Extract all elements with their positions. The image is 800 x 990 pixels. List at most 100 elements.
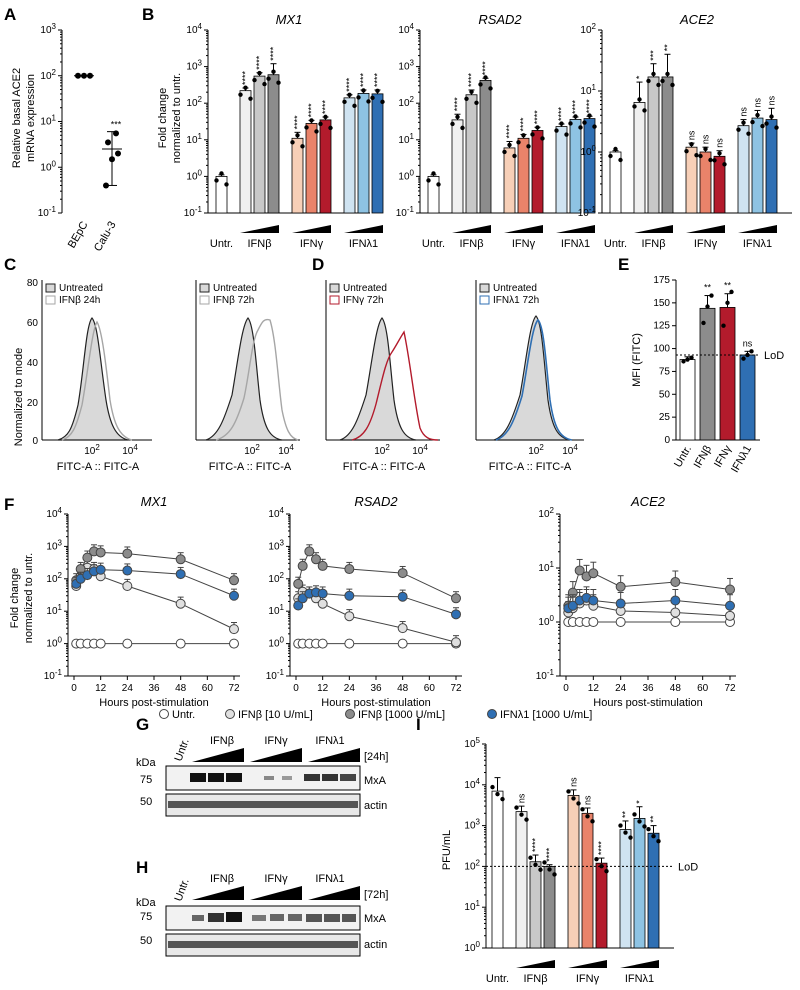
- point: [774, 125, 779, 130]
- svg-text:104: 104: [122, 443, 138, 457]
- svg-text:75: 75: [140, 774, 152, 786]
- point: [656, 839, 661, 844]
- point: [366, 99, 371, 104]
- significance-label: ****: [531, 838, 541, 853]
- x-tick-label: 72: [450, 683, 462, 694]
- point: [623, 830, 628, 835]
- chart-B2: 10-1 100 101 102 103 104 RSAD2 Untr. **** **** ***…: [396, 12, 597, 250]
- point: [528, 855, 533, 860]
- dose-wedge: [556, 225, 595, 233]
- point: [587, 113, 592, 118]
- significance-label: **: [724, 281, 732, 291]
- point: [637, 819, 642, 824]
- x-category-label: IFNλ1: [729, 444, 754, 475]
- dose-wedge: [516, 960, 555, 968]
- x-category-label: IFNβ: [247, 238, 271, 250]
- point: [689, 141, 694, 147]
- svg-text:IFNλ1 72h: IFNλ1 72h: [493, 295, 539, 306]
- bar: [465, 94, 478, 214]
- y-tick-label: 105: [464, 736, 480, 750]
- y-tick-label: 104: [186, 22, 202, 36]
- bar: [357, 93, 370, 214]
- x-tick-label: 12: [588, 683, 600, 694]
- histogram-C2: Untreated IFNβ 72h 102 104 FITC-A :: FIT…: [195, 280, 300, 473]
- series-point: [670, 617, 681, 627]
- significance-label: **: [649, 815, 659, 823]
- point: [749, 349, 754, 354]
- point: [519, 812, 524, 817]
- point: [342, 99, 347, 105]
- point: [701, 320, 706, 326]
- series-point: [344, 564, 355, 575]
- point: [309, 118, 314, 123]
- y-tick-label: 103: [186, 59, 202, 73]
- significance-label: ****: [373, 72, 383, 87]
- svg-text:IFNβ: IFNβ: [210, 873, 234, 885]
- chart-F1: 10-1 100 101 102 103 104 0 12 24 36 48 60 72 Hours po…: [44, 494, 240, 709]
- svg-text:kDa: kDa: [136, 757, 156, 769]
- bar: [739, 354, 756, 441]
- series-point: [229, 624, 239, 635]
- point: [594, 856, 599, 862]
- panel-label-G: G: [136, 715, 149, 734]
- point: [516, 140, 521, 145]
- svg-text:FITC-A :: FITC-A: FITC-A :: FITC-A: [489, 461, 572, 473]
- significance-label: ns: [517, 793, 527, 803]
- series-point: [588, 595, 599, 606]
- point: [729, 289, 734, 295]
- point: [323, 114, 328, 120]
- svg-text:IFNβ [1000 U/mL]: IFNβ [1000 U/mL]: [358, 709, 445, 721]
- point: [613, 146, 618, 152]
- svg-text:Untr.: Untr.: [173, 877, 192, 903]
- panel-label-F: F: [4, 495, 14, 514]
- x-category-label: IFNγ: [512, 238, 536, 250]
- bar: [569, 119, 582, 214]
- x-tick-label: 48: [670, 683, 682, 694]
- svg-text:Untr.: Untr.: [172, 709, 195, 721]
- point: [632, 104, 637, 109]
- significance-label: *: [635, 75, 645, 79]
- chart-F2: 10-1 100 101 102 103 104 0 12 24 36 48 60 72 Hours po…: [266, 494, 462, 709]
- series-point: [615, 617, 626, 627]
- x-tick-label: 24: [615, 683, 627, 694]
- series-point: [293, 600, 304, 611]
- significance-label: ****: [269, 46, 279, 61]
- series-point: [82, 552, 93, 563]
- panel-label-D: D: [312, 255, 324, 274]
- svg-text:[72h]: [72h]: [364, 889, 388, 901]
- bar: [751, 117, 764, 214]
- point: [478, 82, 483, 87]
- point: [689, 355, 694, 360]
- x-tick-label: 0: [293, 683, 299, 694]
- point: [559, 121, 564, 126]
- series-point: [397, 591, 408, 602]
- point: [755, 112, 760, 118]
- significance-label: ****: [307, 103, 317, 118]
- svg-text:[24h]: [24h]: [364, 751, 388, 763]
- point: [745, 352, 750, 358]
- y-tick-label: 10-1: [536, 668, 555, 682]
- bar: [583, 118, 596, 214]
- bar: [515, 811, 528, 949]
- svg-text:75: 75: [140, 911, 152, 923]
- bar: [699, 307, 716, 441]
- x-axis-label: Hours post-stimulation: [593, 697, 702, 709]
- bar: [517, 137, 530, 214]
- svg-text:actin: actin: [364, 939, 387, 951]
- significance-label: ns: [701, 134, 711, 144]
- point: [538, 867, 543, 872]
- point: [455, 114, 460, 120]
- bar: [531, 130, 544, 214]
- point: [566, 789, 571, 794]
- dose-wedge: [344, 225, 383, 233]
- point: [618, 157, 623, 163]
- x-tick-label: 72: [228, 683, 240, 694]
- point: [651, 834, 656, 839]
- bar: [633, 818, 646, 949]
- significance-label: ****: [519, 117, 529, 132]
- point: [573, 114, 578, 119]
- series-point: [344, 611, 355, 622]
- chart-B1: 10-1 100 101 102 103 104 MX1 Untr. **** **** **** I…: [184, 12, 385, 250]
- bar: [479, 79, 492, 214]
- bar: [647, 832, 660, 949]
